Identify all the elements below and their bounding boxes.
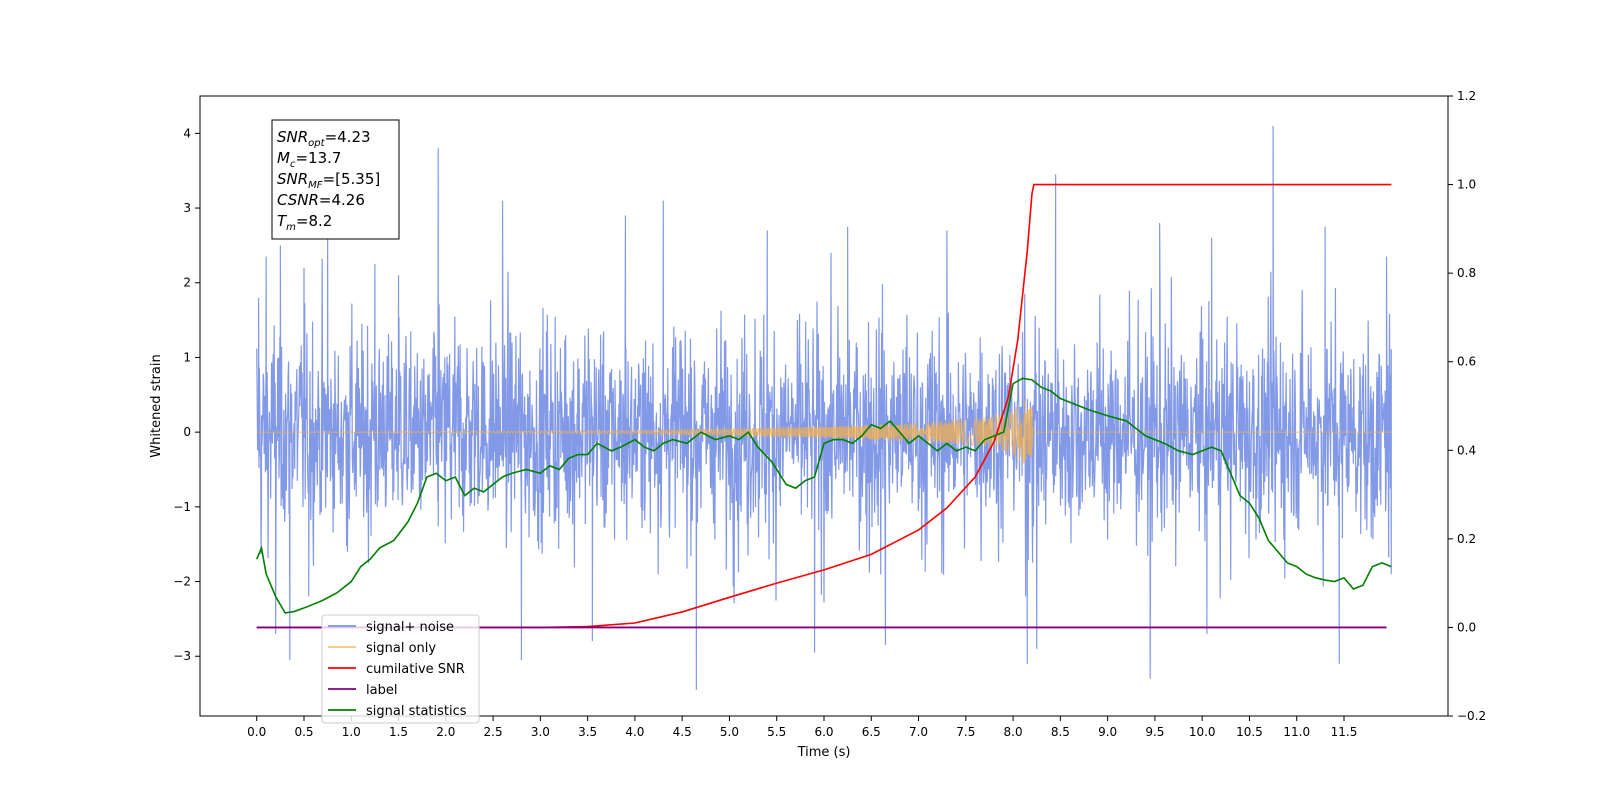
x-tick-label: 8.0	[1004, 725, 1023, 739]
x-tick-label: 10.0	[1189, 725, 1216, 739]
legend-entry-label: signal only	[366, 641, 436, 656]
series-signal-only	[256, 400, 1392, 465]
y-right-tick-label: 0.2	[1457, 532, 1476, 546]
x-tick-label: 8.5	[1051, 725, 1070, 739]
x-axis-label: Time (s)	[797, 745, 851, 760]
legend-entry-label: signal statistics	[366, 704, 467, 719]
x-tick-label: 6.5	[862, 725, 881, 739]
series-signal-plus-noise	[256, 125, 1392, 690]
x-tick-label: 11.5	[1331, 725, 1358, 739]
legend-entry-label: label	[366, 683, 397, 698]
x-tick-label: 7.5	[956, 725, 975, 739]
y-right-tick-label: 1.2	[1457, 89, 1476, 103]
y-right-tick-label: 1.0	[1457, 178, 1476, 192]
y-left-tick-label: 1	[183, 350, 191, 364]
annotation-line: SNRopt=4.23	[277, 128, 371, 149]
x-tick-label: 4.5	[673, 725, 692, 739]
x-tick-label: 1.5	[389, 725, 408, 739]
legend-entry-label: cumilative SNR	[366, 662, 465, 677]
signal-statistics-line	[255, 377, 1392, 614]
x-tick-label: 1.0	[342, 725, 361, 739]
x-tick-label: 5.5	[767, 725, 786, 739]
x-tick-label: 7.0	[909, 725, 928, 739]
y-right-tick-label: 0.6	[1457, 355, 1476, 369]
x-tick-label: 4.0	[625, 725, 644, 739]
annotation-frame	[271, 119, 400, 240]
signal-only-line	[256, 400, 1392, 465]
x-tick-label: 2.0	[436, 725, 455, 739]
y-left-tick-label: −1	[173, 500, 191, 514]
legend: signal+ noise signal only cumilative SNR la…	[321, 614, 480, 724]
x-tick-label: 3.5	[578, 725, 597, 739]
signal-plus-noise-line	[256, 125, 1392, 690]
y-right-tick-label: 0.8	[1457, 266, 1476, 280]
series-signal-statistics	[255, 377, 1392, 614]
y-left-tick-label: −2	[173, 575, 191, 589]
cumulative-snr-line	[256, 183, 1392, 629]
annotation-line: Mc=13.7	[277, 149, 341, 170]
x-tick-label: 5.0	[720, 725, 739, 739]
y-axis-right-ticks: −0.2 0.0 0.2 0.4 0.6 0.8 1.0 1.2	[1448, 89, 1486, 723]
x-tick-label: 6.0	[814, 725, 833, 739]
x-axis-ticks: 0.0 0.5 1.0 1.5 2.0 2.5 3.0 3.5 4.0 4.5 5.0 5.5 6.0 6…	[247, 716, 1357, 739]
x-tick-label: 11.0	[1283, 725, 1310, 739]
x-tick-label: 9.0	[1098, 725, 1117, 739]
y-left-tick-label: 0	[183, 425, 191, 439]
y-right-tick-label: −0.2	[1457, 709, 1486, 723]
x-tick-label: 0.0	[247, 725, 266, 739]
series-cumulative-snr	[256, 183, 1392, 629]
x-tick-label: 3.0	[531, 725, 550, 739]
y-right-tick-label: 0.4	[1457, 443, 1476, 457]
y-left-tick-label: −3	[173, 649, 191, 663]
x-tick-label: 9.5	[1145, 725, 1164, 739]
y-left-tick-label: 2	[183, 276, 191, 290]
y-left-tick-label: 3	[183, 201, 191, 215]
legend-entry-label: signal+ noise	[366, 620, 454, 635]
y-axis-label: Whitened strain	[149, 354, 164, 457]
x-tick-label: 2.5	[484, 725, 503, 739]
y-axis-left-ticks: −3 −2 −1 0 1 2 3 4	[173, 126, 200, 663]
legend-frame	[321, 614, 480, 724]
annotation-line: Tm=8.2	[277, 212, 332, 233]
annotation-line: SNRMF=[5.35]	[277, 170, 380, 191]
x-tick-label: 0.5	[294, 725, 313, 739]
y-right-tick-label: 0.0	[1457, 620, 1476, 634]
y-left-tick-label: 4	[183, 126, 191, 140]
annotation-line: CSNR=4.26	[277, 191, 365, 209]
x-tick-label: 10.5	[1236, 725, 1263, 739]
